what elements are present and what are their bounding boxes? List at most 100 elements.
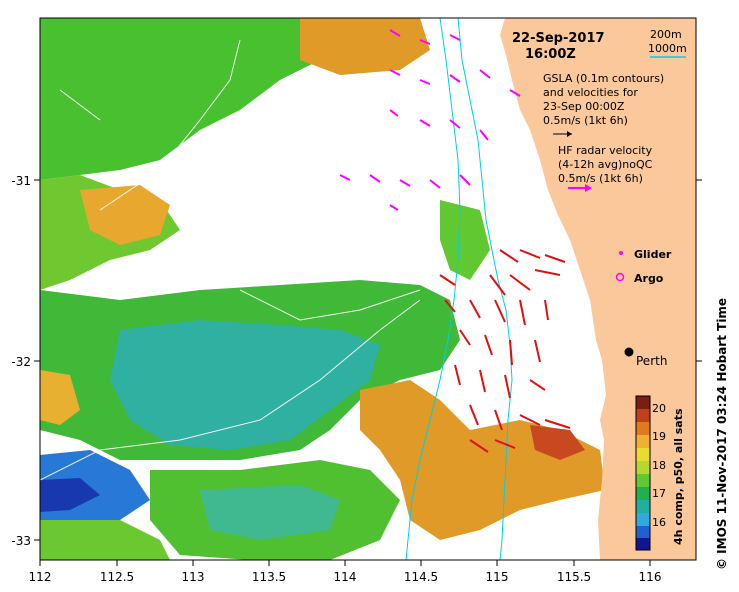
gsla-contour	[99, 39, 241, 211]
gsla-contours	[40, 39, 421, 481]
x-tick-label: 112	[29, 570, 52, 584]
cbar-seg	[636, 422, 650, 435]
sst-darkblue-southwest	[40, 478, 100, 512]
cbar-border	[635, 395, 651, 551]
y-tick-label: -33	[11, 534, 31, 548]
cbar-seg	[636, 448, 650, 461]
hf-arrow	[544, 254, 566, 263]
hf-arrow	[509, 339, 513, 366]
gsla-arrow	[339, 174, 351, 181]
gsla-arrow	[389, 29, 401, 37]
hf-arrow	[489, 274, 506, 296]
sst-green-lower-west	[40, 520, 170, 560]
hf-arrow	[529, 379, 546, 391]
map-date: 22-Sep-2017	[512, 31, 605, 46]
cbar-seg	[636, 409, 650, 422]
gsla-contour	[239, 289, 421, 321]
perth-marker	[624, 347, 634, 357]
hf-arrow	[504, 374, 511, 399]
glider-label: Glider	[634, 248, 672, 261]
gsla-arrow	[429, 179, 441, 189]
cbar-seg	[636, 474, 650, 487]
hf-scale-label: 0.5m/s (1kt 6h)	[558, 172, 643, 185]
hf-arrow	[469, 299, 481, 319]
gsla-arrow	[509, 89, 521, 97]
cbar-seg	[636, 538, 650, 550]
x-tick-label: 115.5	[557, 570, 591, 584]
gsla-arrow	[479, 69, 491, 79]
glider-marker	[619, 251, 623, 255]
sst-field	[40, 18, 605, 560]
isobath-1000-label: 1000m	[648, 42, 687, 55]
sst-red-southeast	[530, 425, 585, 460]
gsla-arrow	[419, 119, 431, 127]
hf-arrow	[544, 419, 571, 429]
cbar-tick-label: 18	[652, 459, 666, 472]
cbar-tick-label: 17	[652, 487, 666, 500]
x-tick-label: 114.5	[404, 570, 438, 584]
sst-cyan-south	[200, 485, 340, 540]
cbar-tick-label: 16	[652, 516, 666, 529]
hf-arrow	[469, 439, 489, 453]
hf-arrow	[494, 409, 503, 431]
cbar-tick-label: 19	[652, 430, 666, 443]
argo-marker	[615, 272, 625, 282]
y-axis	[34, 179, 702, 541]
cbar-seg	[636, 513, 650, 526]
sst-warm-southeast	[360, 380, 605, 540]
cbar-seg	[636, 526, 650, 538]
hf-arrow	[459, 329, 471, 346]
hf-arrow	[534, 269, 561, 276]
sst-cyan-central	[110, 320, 380, 450]
hf-arrow	[519, 414, 541, 426]
gsla-arrow	[449, 74, 461, 83]
y-tick-label: -31	[11, 174, 31, 188]
map-border	[39, 17, 697, 561]
isobath-1000m	[405, 18, 461, 560]
sst-warm-north-top	[300, 18, 430, 75]
hf-arrow	[484, 334, 493, 356]
x-tick-label: 115	[486, 570, 509, 584]
hf-arrow	[509, 274, 531, 291]
gsla-legend-line2: and velocities for	[543, 86, 638, 99]
x-tick-label: 113.5	[252, 570, 286, 584]
colorbar	[635, 395, 651, 551]
perth-label: Perth	[636, 354, 667, 368]
hf-arrow	[454, 364, 461, 386]
argo-label: Argo	[634, 272, 664, 285]
cbar-seg	[636, 487, 650, 500]
cbar-seg	[636, 500, 650, 513]
cbar-tick-label: 20	[652, 402, 666, 415]
gsla-arrow	[459, 174, 471, 186]
hf-arrow	[519, 249, 541, 259]
gsla-legend-line3: 23-Sep 00:00Z	[543, 100, 625, 113]
hf-radar-arrows	[439, 249, 571, 453]
gsla-legend-line1: GSLA (0.1m contours)	[543, 72, 664, 85]
x-tick-label: 114	[334, 570, 357, 584]
gsla-scale-label: 0.5m/s (1kt 6h)	[543, 114, 628, 127]
isobath-200m	[457, 18, 513, 560]
map-time: 16:00Z	[525, 47, 576, 62]
sst-warm-west	[40, 370, 80, 425]
gsla-arrow	[449, 119, 461, 129]
hf-arrow	[444, 299, 456, 313]
gsla-velocity-arrows	[339, 29, 521, 211]
x-tick-label: 113	[182, 570, 205, 584]
hf-arrow	[544, 299, 549, 321]
hf-legend-line1: HF radar velocity	[558, 144, 653, 157]
hf-scale-arrowhead	[585, 184, 592, 192]
gsla-arrow	[369, 174, 381, 183]
gsla-arrow	[419, 39, 431, 45]
hf-arrow	[494, 299, 506, 323]
hf-arrow	[439, 274, 456, 286]
hf-arrow	[479, 369, 486, 393]
cbar-seg	[636, 396, 650, 409]
gsla-contour	[59, 89, 101, 121]
gsla-arrow	[399, 179, 411, 187]
gsla-arrow	[419, 79, 431, 85]
hf-arrow	[519, 299, 526, 326]
colorbar-title: 4h comp, p50, all sats	[672, 408, 685, 545]
x-axis	[39, 560, 651, 566]
gsla-arrow	[449, 34, 461, 41]
gsla-scale-arrowhead	[567, 131, 572, 137]
